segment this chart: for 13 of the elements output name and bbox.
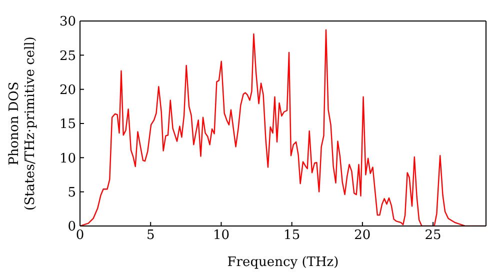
y-axis-title: Phonon DOS (States/THz·primitive cell): [7, 36, 38, 211]
y-tick-label: 30: [59, 14, 76, 30]
y-tick-label: 20: [59, 82, 76, 98]
y-tick-label: 10: [59, 151, 76, 166]
x-axis-title: Frequency (THz): [227, 255, 339, 270]
x-tick-label: 10: [212, 228, 230, 244]
x-tick-label: 5: [146, 228, 155, 244]
x-tick-label: 25: [424, 228, 442, 244]
x-tick-label: 20: [354, 228, 371, 244]
x-tick-label: 15: [284, 228, 300, 244]
y-tick-label: 15: [59, 117, 76, 132]
y-tick-label: 5: [68, 185, 76, 200]
y-tick-label: 25: [59, 48, 76, 64]
